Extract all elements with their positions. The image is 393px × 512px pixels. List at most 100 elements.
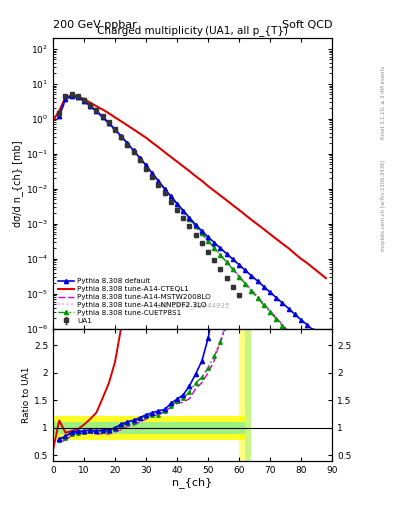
Pythia 8.308 default xyxy=(156,178,161,184)
Pythia 8.308 tune-A14-NNPDF2.3LO xyxy=(224,259,229,265)
Pythia 8.308 default xyxy=(200,228,204,234)
Pythia 8.308 tune-A14-CTEQL1 xyxy=(193,173,198,179)
Pythia 8.308 tune-A14-NNPDF2.3LO xyxy=(317,362,322,369)
Pythia 8.308 tune-CUETP8S1 xyxy=(274,316,279,322)
Legend: Pythia 8.308 default, Pythia 8.308 tune-A14-CTEQL1, Pythia 8.308 tune-A14-MSTW20: Pythia 8.308 default, Pythia 8.308 tune-… xyxy=(57,277,212,325)
Pythia 8.308 tune-CUETP8S1 xyxy=(100,114,105,120)
Line: Pythia 8.308 tune-CUETP8S1: Pythia 8.308 tune-CUETP8S1 xyxy=(57,94,328,377)
Pythia 8.308 tune-A14-NNPDF2.3LO xyxy=(323,370,328,376)
Pythia 8.308 tune-A14-NNPDF2.3LO xyxy=(255,293,260,300)
Pythia 8.308 tune-A14-CTEQL1 xyxy=(144,135,149,141)
Pythia 8.308 tune-A14-NNPDF2.3LO xyxy=(175,201,180,207)
Pythia 8.308 default xyxy=(323,338,328,345)
Pythia 8.308 default xyxy=(317,333,322,339)
Pythia 8.308 tune-A14-MSTW2008LO xyxy=(119,135,124,141)
Pythia 8.308 tune-A14-MSTW2008LO xyxy=(323,369,328,375)
Pythia 8.308 tune-A14-CTEQL1 xyxy=(187,168,192,174)
Text: 200 GeV ppbar: 200 GeV ppbar xyxy=(53,19,137,30)
Line: Pythia 8.308 tune-A14-CTEQL1: Pythia 8.308 tune-A14-CTEQL1 xyxy=(53,95,326,278)
Pythia 8.308 tune-CUETP8S1 xyxy=(317,365,322,371)
Pythia 8.308 tune-A14-CTEQL1 xyxy=(224,197,229,203)
Pythia 8.308 tune-A14-MSTW2008LO xyxy=(88,103,93,110)
Pythia 8.308 tune-A14-CTEQL1 xyxy=(299,256,303,262)
Pythia 8.308 tune-A14-MSTW2008LO xyxy=(299,342,303,348)
Pythia 8.308 tune-A14-NNPDF2.3LO xyxy=(63,96,68,102)
Pythia 8.308 tune-CUETP8S1 xyxy=(231,266,235,272)
Pythia 8.308 tune-A14-CTEQL1 xyxy=(119,118,124,124)
Pythia 8.308 tune-A14-NNPDF2.3LO xyxy=(268,308,272,314)
Pythia 8.308 tune-A14-MSTW2008LO xyxy=(107,121,111,127)
Pythia 8.308 default xyxy=(243,267,248,273)
Pythia 8.308 tune-CUETP8S1 xyxy=(206,238,210,244)
Pythia 8.308 tune-CUETP8S1 xyxy=(305,351,310,357)
Pythia 8.308 tune-A14-MSTW2008LO xyxy=(187,217,192,223)
Pythia 8.308 default xyxy=(212,240,217,246)
Pythia 8.308 tune-A14-NNPDF2.3LO xyxy=(138,156,142,162)
Pythia 8.308 tune-A14-NNPDF2.3LO xyxy=(75,94,80,100)
Pythia 8.308 tune-A14-CTEQL1 xyxy=(51,117,55,123)
Pythia 8.308 tune-A14-NNPDF2.3LO xyxy=(125,141,130,147)
Pythia 8.308 tune-CUETP8S1 xyxy=(255,295,260,301)
Pythia 8.308 tune-A14-CTEQL1 xyxy=(268,231,272,237)
Pythia 8.308 default xyxy=(181,207,185,214)
Pythia 8.308 tune-CUETP8S1 xyxy=(88,103,93,109)
Pythia 8.308 tune-A14-NNPDF2.3LO xyxy=(292,335,297,341)
Pythia 8.308 default xyxy=(255,278,260,284)
Pythia 8.308 tune-A14-MSTW2008LO xyxy=(63,97,68,103)
Pythia 8.308 default xyxy=(150,170,154,176)
Pythia 8.308 tune-A14-NNPDF2.3LO xyxy=(94,109,99,115)
Pythia 8.308 default xyxy=(286,306,291,312)
Pythia 8.308 tune-CUETP8S1 xyxy=(144,163,149,169)
Pythia 8.308 tune-A14-MSTW2008LO xyxy=(280,322,285,328)
Line: Pythia 8.308 tune-A14-MSTW2008LO: Pythia 8.308 tune-A14-MSTW2008LO xyxy=(59,97,326,372)
Pythia 8.308 tune-A14-MSTW2008LO xyxy=(261,301,266,307)
Pythia 8.308 tune-CUETP8S1 xyxy=(237,273,241,280)
Pythia 8.308 tune-A14-NNPDF2.3LO xyxy=(187,216,192,222)
Pythia 8.308 tune-A14-MSTW2008LO xyxy=(144,163,149,169)
Pythia 8.308 default xyxy=(169,193,173,199)
Pythia 8.308 tune-A14-NNPDF2.3LO xyxy=(299,342,303,348)
Text: Soft QCD: Soft QCD xyxy=(282,19,332,30)
Pythia 8.308 default xyxy=(193,222,198,228)
Pythia 8.308 tune-CUETP8S1 xyxy=(193,223,198,229)
Pythia 8.308 tune-A14-NNPDF2.3LO xyxy=(193,223,198,229)
Pythia 8.308 tune-A14-NNPDF2.3LO xyxy=(212,245,217,251)
Pythia 8.308 tune-CUETP8S1 xyxy=(243,281,248,287)
Pythia 8.308 tune-A14-NNPDF2.3LO xyxy=(243,280,248,286)
Pythia 8.308 tune-A14-CTEQL1 xyxy=(218,193,223,199)
Pythia 8.308 tune-A14-NNPDF2.3LO xyxy=(150,170,154,177)
Pythia 8.308 tune-CUETP8S1 xyxy=(162,186,167,192)
Pythia 8.308 tune-A14-CTEQL1 xyxy=(292,251,297,257)
Pythia 8.308 tune-CUETP8S1 xyxy=(156,179,161,185)
Pythia 8.308 tune-CUETP8S1 xyxy=(82,98,86,104)
Pythia 8.308 tune-A14-MSTW2008LO xyxy=(243,280,248,286)
Pythia 8.308 tune-CUETP8S1 xyxy=(138,155,142,161)
Pythia 8.308 tune-A14-NNPDF2.3LO xyxy=(100,115,105,121)
Pythia 8.308 tune-A14-CTEQL1 xyxy=(200,178,204,184)
Pythia 8.308 tune-A14-CTEQL1 xyxy=(243,212,248,218)
Pythia 8.308 tune-CUETP8S1 xyxy=(286,330,291,336)
Pythia 8.308 tune-A14-CTEQL1 xyxy=(237,207,241,213)
Pythia 8.308 tune-A14-MSTW2008LO xyxy=(218,252,223,258)
Pythia 8.308 default xyxy=(138,155,142,161)
Pythia 8.308 tune-CUETP8S1 xyxy=(218,252,223,258)
Pythia 8.308 tune-CUETP8S1 xyxy=(323,372,328,378)
Text: Rivet 3.1.10, ≥ 3.4M events: Rivet 3.1.10, ≥ 3.4M events xyxy=(381,66,386,139)
Line: Pythia 8.308 tune-A14-NNPDF2.3LO: Pythia 8.308 tune-A14-NNPDF2.3LO xyxy=(59,96,326,373)
Pythia 8.308 tune-A14-NNPDF2.3LO xyxy=(144,163,149,169)
Pythia 8.308 tune-A14-MSTW2008LO xyxy=(156,179,161,185)
Pythia 8.308 tune-A14-MSTW2008LO xyxy=(100,115,105,121)
Pythia 8.308 tune-A14-NNPDF2.3LO xyxy=(169,194,173,200)
Pythia 8.308 tune-CUETP8S1 xyxy=(200,230,204,237)
Pythia 8.308 default xyxy=(305,322,310,328)
Pythia 8.308 tune-A14-NNPDF2.3LO xyxy=(119,134,124,140)
Pythia 8.308 tune-A14-MSTW2008LO xyxy=(311,356,316,362)
Pythia 8.308 tune-CUETP8S1 xyxy=(94,108,99,114)
X-axis label: n_{ch}: n_{ch} xyxy=(173,477,213,488)
Pythia 8.308 tune-A14-CTEQL1 xyxy=(131,126,136,133)
Pythia 8.308 default xyxy=(237,262,241,268)
Pythia 8.308 tune-A14-CTEQL1 xyxy=(125,122,130,129)
Pythia 8.308 tune-CUETP8S1 xyxy=(113,127,118,133)
Pythia 8.308 tune-A14-NNPDF2.3LO xyxy=(113,127,118,134)
Pythia 8.308 tune-A14-CTEQL1 xyxy=(150,140,154,146)
